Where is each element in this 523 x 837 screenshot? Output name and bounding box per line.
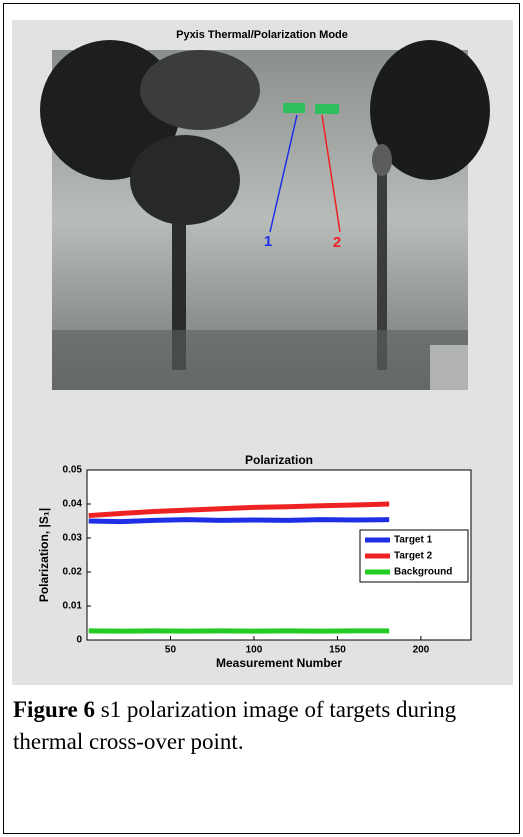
x-tick-label: 50 xyxy=(165,645,177,656)
legend-label: Target 2 xyxy=(394,551,433,562)
series-line xyxy=(89,520,390,522)
tree-canopy xyxy=(130,135,240,225)
caption-label: Figure 6 xyxy=(13,697,95,722)
x-tick-label: 200 xyxy=(413,645,430,656)
page: Pyxis Thermal/Polarization Mode 1 2 Pola… xyxy=(0,0,523,837)
structure xyxy=(430,345,468,390)
x-tick-label: 100 xyxy=(246,645,263,656)
y-tick-label: 0.02 xyxy=(63,567,83,578)
marker-label: 2 xyxy=(333,234,341,251)
chart-title: Polarization xyxy=(245,453,313,467)
thermal-image: 1 2 xyxy=(40,40,490,390)
y-tick-label: 0.05 xyxy=(63,465,83,476)
image-title: Pyxis Thermal/Polarization Mode xyxy=(176,29,348,41)
x-axis-label: Measurement Number xyxy=(216,656,342,670)
x-tick-label: 150 xyxy=(329,645,346,656)
marker-label: 1 xyxy=(264,233,272,250)
lamp xyxy=(372,144,392,176)
ground xyxy=(52,330,468,390)
target-2-region xyxy=(315,104,339,114)
caption: Figure 6 s1 polarization image of target… xyxy=(13,694,503,758)
y-tick-label: 0.01 xyxy=(63,601,83,612)
figure: Pyxis Thermal/Polarization Mode 1 2 Pola… xyxy=(0,0,523,690)
y-tick-label: 0.03 xyxy=(63,533,83,544)
legend-label: Target 1 xyxy=(394,535,433,546)
y-tick-label: 0 xyxy=(76,635,82,646)
y-tick-label: 0.04 xyxy=(63,499,83,510)
tree-canopy xyxy=(140,50,260,130)
legend-label: Background xyxy=(394,567,452,578)
target-1-region xyxy=(283,103,305,113)
y-axis-label: Polarization, |S₁| xyxy=(37,508,51,602)
